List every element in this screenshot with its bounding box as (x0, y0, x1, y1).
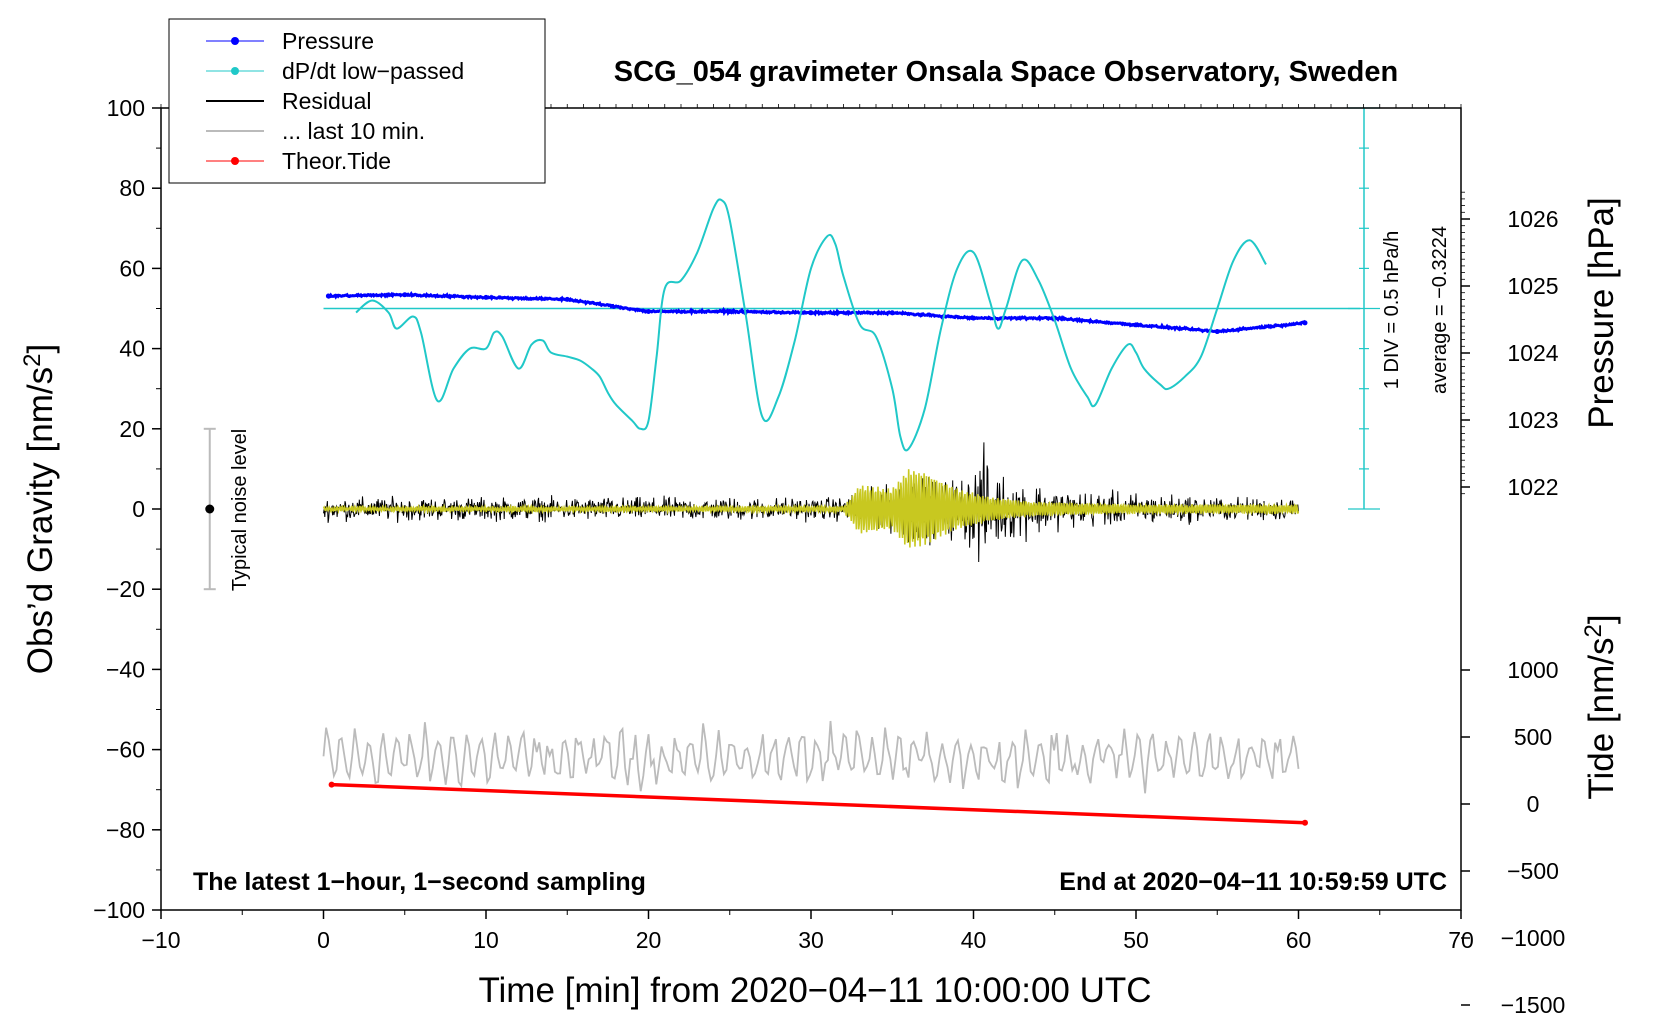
x-tick-label: −10 (141, 927, 180, 953)
pressure-point (483, 294, 489, 300)
legend-label-tide: Theor.Tide (282, 148, 391, 174)
y-tick-label: 0 (132, 496, 145, 522)
x-tick-label: 20 (636, 927, 662, 953)
y-tick-label: 40 (119, 336, 145, 362)
x-tick-label: 10 (473, 927, 499, 953)
x-tick-label: 60 (1286, 927, 1312, 953)
tide-tick-label: 500 (1514, 724, 1552, 750)
tide-tick-label: −500 (1507, 858, 1559, 884)
y-tick-label: −100 (93, 897, 145, 923)
pressure-axis-label: Pressure [hPa] (1582, 197, 1621, 429)
pressure-point (402, 292, 408, 298)
chart-title: SCG_054 gravimeter Onsala Space Observat… (614, 56, 1398, 88)
noise-level-label: Typical noise level (229, 429, 251, 591)
tide-tick-label: 0 (1527, 791, 1540, 817)
x-axis-label: Time [min] from 2020−04−11 10:00:00 UTC (478, 971, 1151, 1010)
pressure-point (646, 308, 651, 314)
legend-label-last10: ... last 10 min. (282, 118, 425, 144)
y-tick-label: 100 (107, 95, 145, 121)
pressure-point (1214, 329, 1220, 335)
pressure-line (326, 290, 1307, 334)
tide-axis-label: Tide [nm/s2] (1580, 614, 1621, 799)
legend-label-dpdt: dP/dt low−passed (282, 58, 464, 84)
pressure-tick-label: 1022 (1507, 474, 1558, 500)
plot-frame (160, 107, 1462, 911)
pressure-point (1133, 322, 1139, 328)
tide-tick-label: −1000 (1501, 925, 1566, 951)
footer-left: The latest 1−hour, 1−second sampling (193, 868, 646, 896)
tide-point (328, 781, 335, 788)
dpdt-scale-label: 1 DIV = 0.5 hPa/h (1381, 231, 1403, 389)
x-tick-label: 0 (317, 927, 330, 953)
y-tick-label: 60 (119, 255, 145, 281)
legend-entry-pressure: Pressure (206, 28, 374, 54)
pressure-point (727, 308, 733, 314)
legend-entry-residual: Residual (206, 88, 372, 114)
x-tick-label: 50 (1123, 927, 1149, 953)
pressure-tick-label: 1023 (1507, 407, 1558, 433)
legend-marker-pressure (231, 37, 239, 45)
legend-label-residual: Residual (282, 88, 372, 114)
y-tick-label: −60 (106, 737, 145, 763)
axes-layer: −10 0 10 20 30 40 50 60 70−100−80−60−40−20020406… (93, 95, 1565, 1018)
x-tick-label: 70 (1448, 927, 1474, 953)
tide-line (331, 782, 1306, 825)
legend-entry-last10: ... last 10 min. (206, 118, 425, 144)
legend-entry-tide: Theor.Tide (206, 148, 391, 174)
pressure-tick-label: 1026 (1507, 206, 1558, 232)
y-tick-label: −40 (106, 656, 145, 682)
residual-overlay-line (322, 469, 1300, 548)
legend-entry-dpdt: dP/dt low−passed (206, 58, 464, 84)
pressure-point (889, 310, 895, 316)
pressure-tick-label: 1024 (1507, 340, 1558, 366)
pressure-point (1302, 320, 1308, 326)
legend-marker-dpdt (231, 67, 239, 75)
dpdt-average-label: average = −0.3224 (1429, 226, 1451, 394)
y-tick-label: 80 (119, 175, 145, 201)
y-tick-label: −20 (106, 576, 145, 602)
tide-point (1302, 819, 1308, 826)
legend: Pressure dP/dt low−passed Residual ... l… (168, 18, 546, 184)
legend-marker-tide (231, 157, 239, 165)
dpdt-line (355, 198, 1267, 452)
data-layer (203, 107, 1380, 826)
footer-right: End at 2020−04−11 10:59:59 UTC (1059, 868, 1447, 896)
x-tick-label: 30 (798, 927, 824, 953)
noise-level-center-dot (205, 504, 215, 514)
legend-label-pressure: Pressure (282, 28, 374, 54)
last-10-min-line (322, 720, 1300, 794)
pressure-tick-label: 1025 (1507, 273, 1558, 299)
y-tick-label: −80 (106, 817, 145, 843)
tide-tick-label: −1500 (1501, 992, 1566, 1018)
pressure-point (971, 315, 976, 321)
pressure-point (808, 310, 814, 316)
tide-tick-label: 1000 (1507, 657, 1558, 683)
pressure-point (325, 293, 331, 299)
pressure-point (564, 296, 570, 302)
y-axis-label: Obs’d Gravity [nm/s2] (19, 344, 60, 674)
x-tick-label: 40 (961, 927, 987, 953)
y-tick-label: 20 (119, 416, 145, 442)
